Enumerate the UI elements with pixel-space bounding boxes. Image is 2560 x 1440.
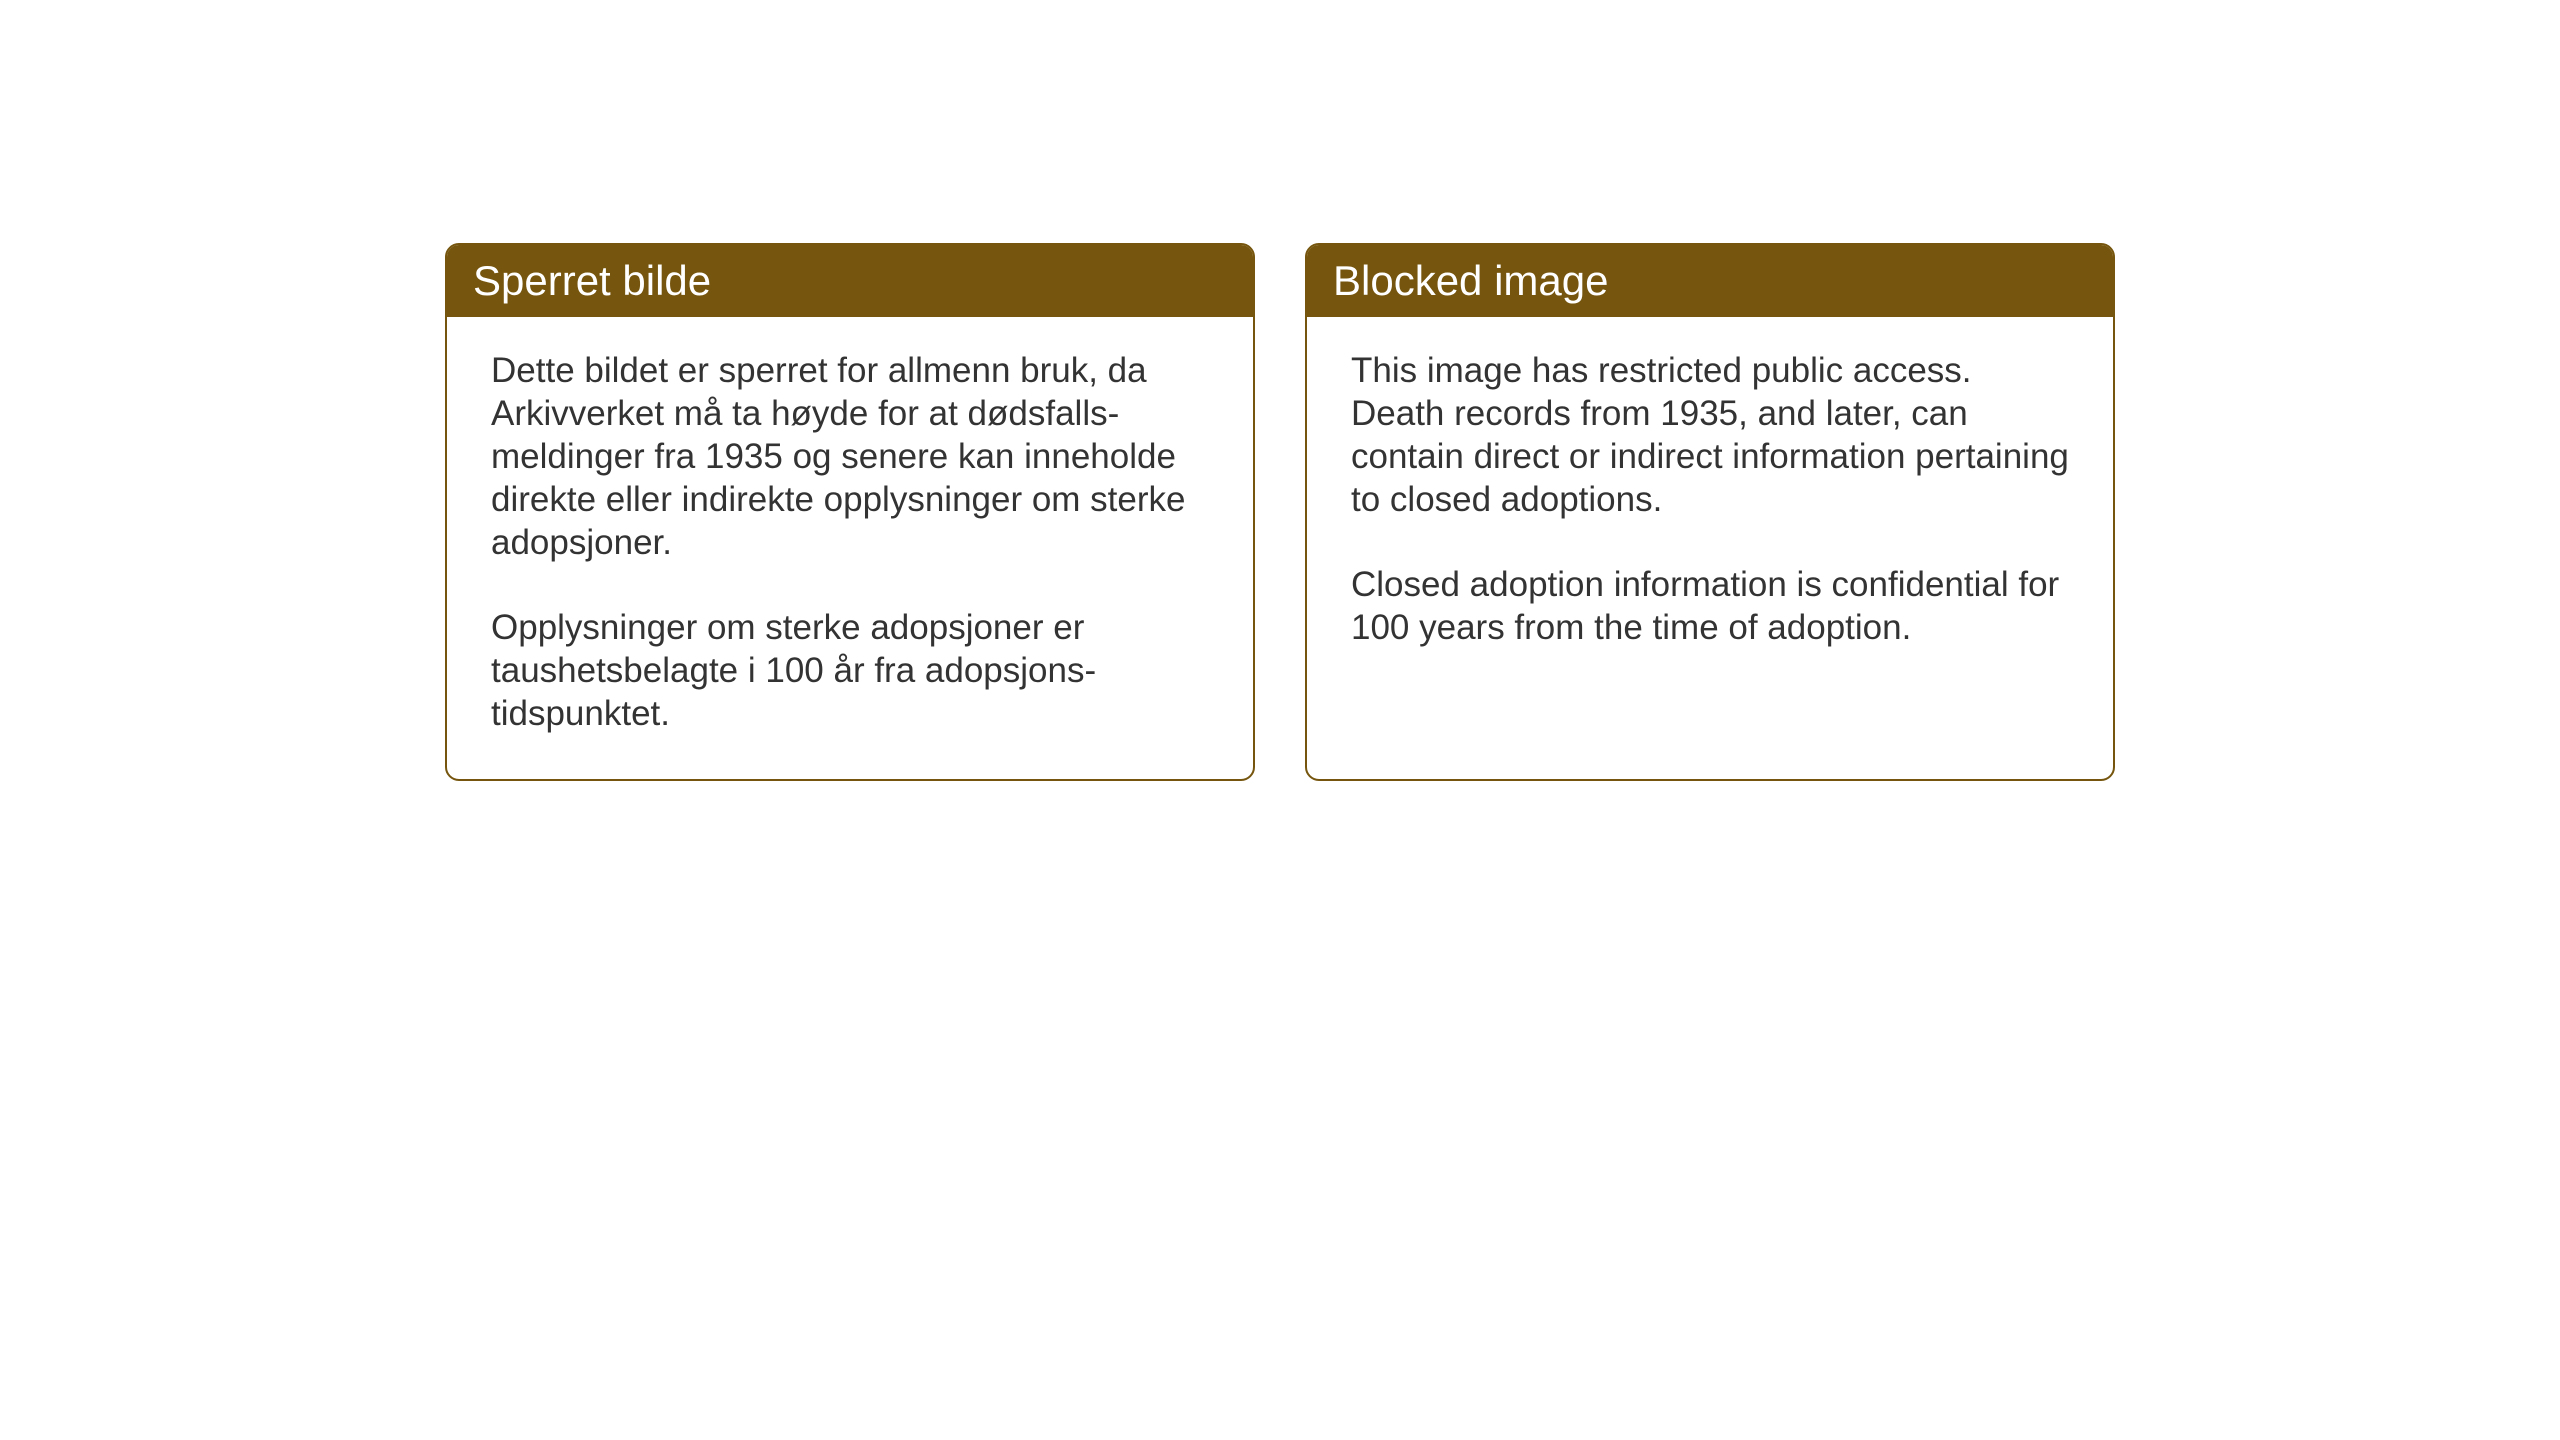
panel-title-english: Blocked image — [1307, 245, 2113, 317]
notice-panel-english: Blocked image This image has restricted … — [1305, 243, 2115, 781]
panel-title-norwegian: Sperret bilde — [447, 245, 1253, 317]
panel-body-norwegian: Dette bildet er sperret for allmenn bruk… — [447, 317, 1253, 779]
panel-body-english: This image has restricted public access.… — [1307, 317, 2113, 693]
notice-container: Sperret bilde Dette bildet er sperret fo… — [445, 243, 2115, 781]
notice-panel-norwegian: Sperret bilde Dette bildet er sperret fo… — [445, 243, 1255, 781]
panel-paragraph: This image has restricted public access.… — [1351, 349, 2069, 521]
panel-paragraph: Closed adoption information is confident… — [1351, 563, 2069, 649]
panel-paragraph: Opplysninger om sterke adopsjoner er tau… — [491, 606, 1209, 735]
panel-paragraph: Dette bildet er sperret for allmenn bruk… — [491, 349, 1209, 564]
